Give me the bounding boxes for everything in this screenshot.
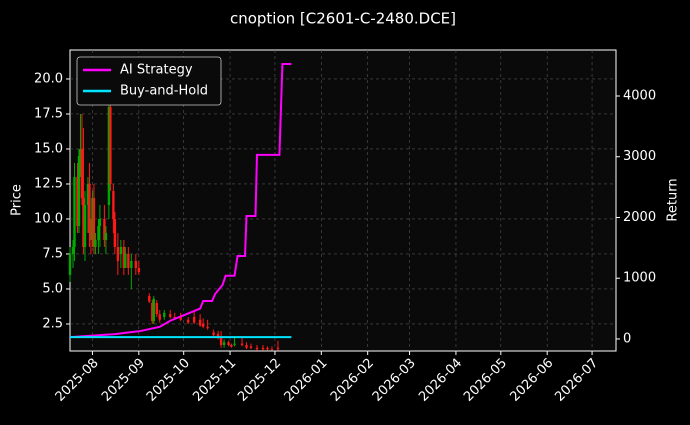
candle-body <box>249 346 253 348</box>
candle-body <box>179 316 182 320</box>
candle-body <box>82 197 85 247</box>
candle-body <box>71 246 75 254</box>
candle-body <box>152 298 155 322</box>
candle-body <box>130 260 133 268</box>
candle-body <box>79 148 82 156</box>
y-tick-label: 17.5 <box>34 106 63 121</box>
candle-body <box>158 314 161 320</box>
y-tick-label: 10.0 <box>34 211 63 226</box>
candle-body <box>80 148 84 198</box>
y-tick-label: 12.5 <box>34 176 63 191</box>
y-tick-label: 5.0 <box>42 281 63 296</box>
candle-body <box>169 314 172 317</box>
candle-body <box>266 347 269 350</box>
candle-body <box>119 246 123 254</box>
candle-body <box>206 326 209 329</box>
candle-body <box>92 197 96 247</box>
candle-body <box>122 246 126 268</box>
candle-body <box>88 183 91 233</box>
y2-axis-label: Return <box>666 178 681 221</box>
candle-body <box>134 260 138 268</box>
y2-tick-label: 1000 <box>623 271 656 286</box>
candle-body <box>83 204 87 247</box>
candle-body <box>276 347 280 350</box>
candle-body <box>113 218 117 247</box>
candle-body <box>98 218 102 226</box>
candle-body <box>270 349 274 350</box>
y-axis-label: Price <box>10 184 25 216</box>
candle-body <box>245 344 248 348</box>
candle-body <box>216 333 220 338</box>
candle-body <box>155 302 158 315</box>
candle-body <box>227 342 230 345</box>
candle-body <box>186 319 190 323</box>
candle-body <box>91 197 94 240</box>
candle-body <box>219 336 223 345</box>
candle-body <box>94 239 97 247</box>
candle-body <box>86 183 90 205</box>
candle-body <box>192 316 196 323</box>
candle-body <box>148 295 151 302</box>
candle-body <box>198 319 202 326</box>
candle-body <box>109 106 112 184</box>
y2-tick-label: 2000 <box>623 210 656 225</box>
y-tick-label: 2.5 <box>42 316 63 331</box>
candle-body <box>222 342 226 345</box>
chart-title: cnoption [C2601-C-2480.DCE] <box>230 10 456 28</box>
candle-body <box>77 155 81 226</box>
legend-label: AI Strategy <box>120 63 193 78</box>
candle-body <box>76 176 79 226</box>
candle-body <box>233 343 236 345</box>
line-series <box>69 62 292 339</box>
candle-body <box>104 232 108 240</box>
candle-body <box>240 343 244 345</box>
candle-body <box>255 347 259 350</box>
candle-body <box>137 267 141 273</box>
legend-label: Buy-and-Hold <box>120 84 208 99</box>
candle-body <box>173 316 176 319</box>
candle-body <box>103 218 106 240</box>
y-tick-label: 7.5 <box>42 246 63 261</box>
y-tick-label: 20.0 <box>34 71 63 86</box>
candle-body <box>107 106 111 205</box>
candle-body <box>73 176 76 247</box>
legend-box <box>76 56 222 106</box>
candle-body <box>124 253 127 268</box>
candle-body <box>261 347 265 350</box>
candle-body <box>97 225 100 240</box>
y2-tick-label: 0 <box>623 331 631 346</box>
candle-body <box>151 302 154 322</box>
candle-body <box>230 344 233 347</box>
candle-body <box>68 253 72 275</box>
y2-tick-label: 4000 <box>623 88 656 103</box>
candle-body <box>127 253 130 268</box>
candle-body <box>116 246 120 261</box>
candle-body <box>212 332 215 336</box>
candle-body <box>163 312 166 317</box>
candle-body <box>89 232 93 240</box>
y2-tick-label: 3000 <box>623 149 656 164</box>
candle-body <box>201 323 205 327</box>
candle-body <box>112 190 115 219</box>
y-tick-label: 15.0 <box>34 141 63 156</box>
